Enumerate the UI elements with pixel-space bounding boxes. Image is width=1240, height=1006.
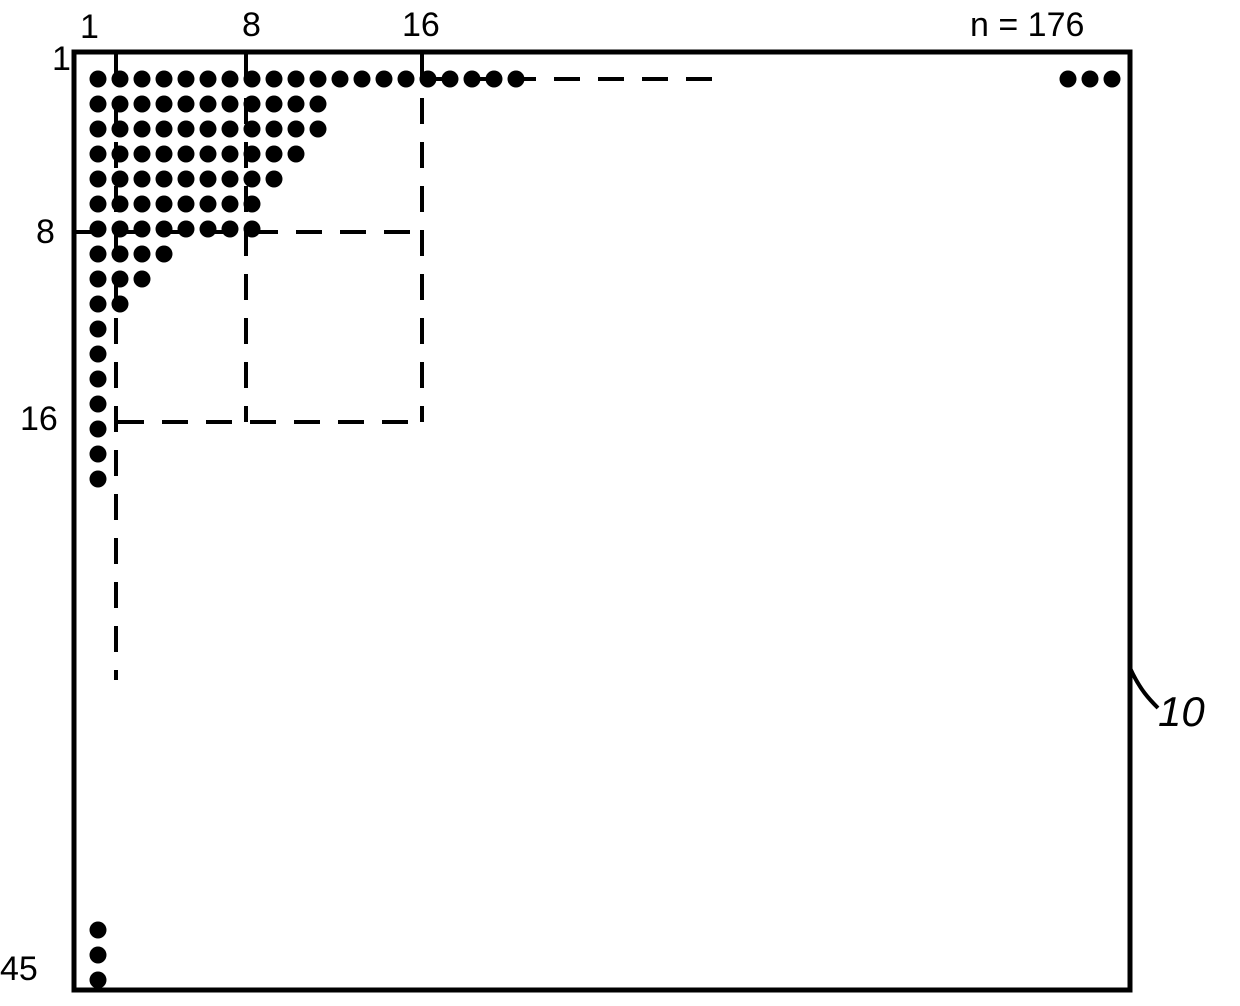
diagram-stage: 1 8 16 n = 176 1 8 16 45 10 (0, 0, 1240, 1006)
diagram-svg (0, 0, 1240, 1006)
callout-curve (1130, 668, 1158, 708)
frame-rect (74, 52, 1130, 990)
dashed-guides (76, 54, 720, 680)
